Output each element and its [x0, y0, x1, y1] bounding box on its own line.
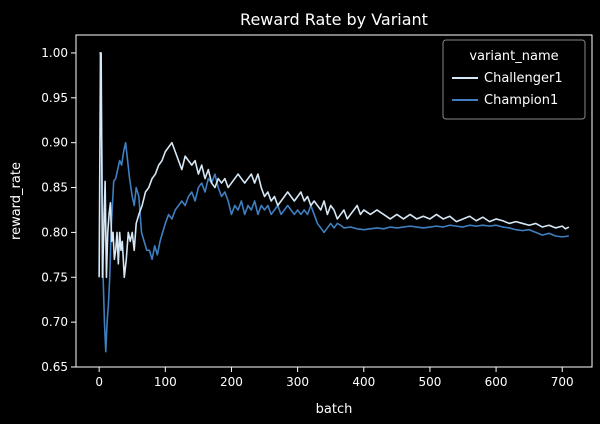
y-tick-label: 0.70 [41, 315, 68, 329]
x-axis-ticks: 0 100 200 300 400 500 600 700 [95, 367, 574, 389]
series-line-champion1 [99, 52, 569, 353]
x-tick-label: 100 [154, 375, 177, 389]
x-tick-label: 600 [485, 375, 508, 389]
legend-title: variant_name [469, 49, 558, 64]
y-tick-label: 0.65 [41, 360, 68, 374]
y-tick-label: 0.75 [41, 270, 68, 284]
x-tick-label: 500 [418, 375, 441, 389]
series-layer [98, 52, 570, 353]
x-tick-label: 0 [95, 375, 103, 389]
legend: variant_name Challenger1 Champion1 [442, 39, 586, 120]
y-tick-label: 0.80 [41, 225, 68, 239]
x-axis-label: batch [316, 402, 353, 417]
y-tick-label: 0.95 [41, 91, 68, 105]
plot-area: 0 100 200 300 400 500 600 700 0.650.700.750.800… [41, 34, 593, 389]
chart-title: Reward Rate by Variant [240, 10, 428, 29]
x-tick-label: 300 [286, 375, 309, 389]
legend-box [442, 39, 586, 120]
x-tick-label: 200 [220, 375, 243, 389]
y-tick-label: 0.90 [41, 136, 68, 150]
x-tick-label: 400 [352, 375, 375, 389]
legend-items: Challenger1 Champion1 [452, 71, 563, 108]
y-axis-ticks: 0.65 0.70 0.75 0.80 0.85 0.90 0.95 1.00 [41, 46, 76, 374]
plot-frame [75, 34, 593, 368]
y-tick-label: 1.00 [41, 46, 68, 60]
x-tick-label: 700 [551, 375, 574, 389]
legend-label-champion1: Champion1 [484, 93, 558, 108]
y-tick-label: 0.85 [41, 181, 68, 195]
y-axis-label: reward_rate [9, 162, 24, 240]
series-line-challenger1 [98, 52, 570, 279]
legend-label-challenger1: Challenger1 [484, 71, 563, 86]
